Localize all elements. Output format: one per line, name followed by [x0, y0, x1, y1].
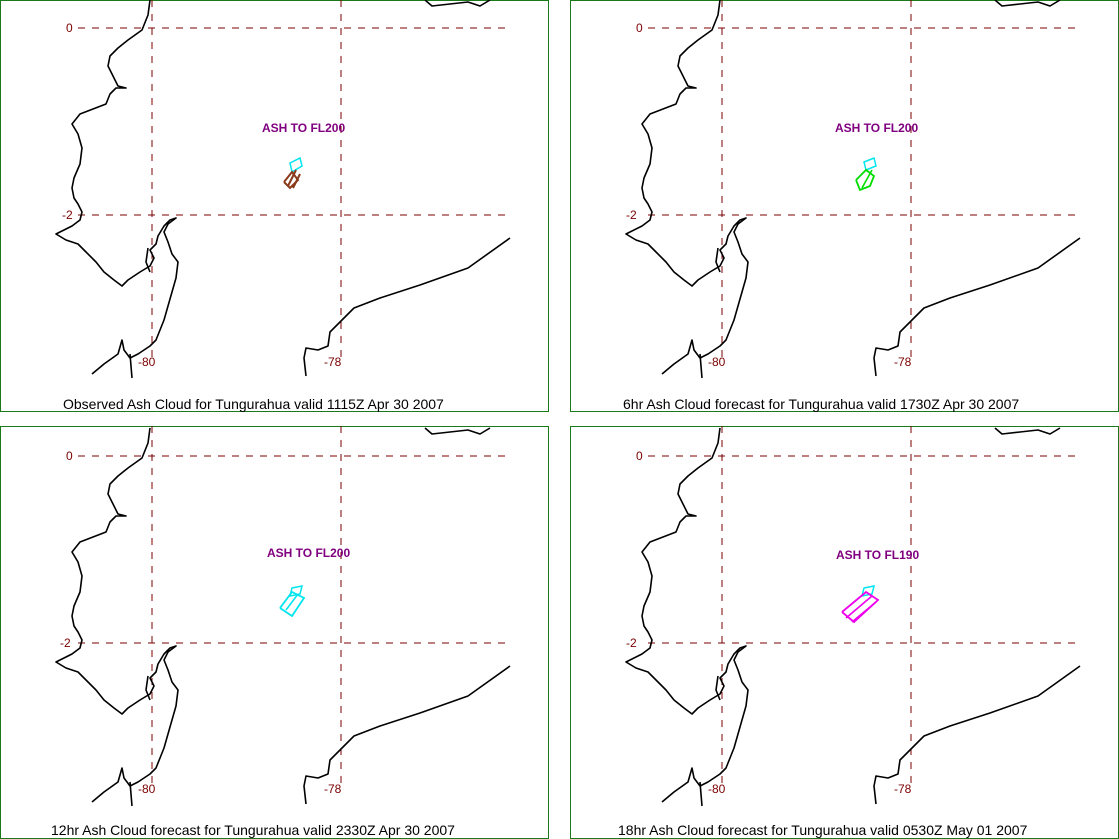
coastline — [55, 0, 511, 379]
map-canvas — [55, 0, 512, 379]
ash-height-label: ASH TO FL200 — [262, 121, 346, 135]
ash-cloud — [855, 156, 877, 192]
coastline — [625, 427, 1081, 807]
lon-tick-minus78: -78 — [324, 782, 342, 796]
lon-tick-minus78: -78 — [894, 782, 912, 796]
ash-height-label: ASH TO FL190 — [836, 548, 920, 562]
lat-tick-minus2: -2 — [626, 636, 637, 650]
ash-cloud — [283, 156, 303, 190]
lat-tick-minus2: -2 — [60, 636, 71, 650]
map-canvas — [625, 426, 1082, 807]
lon-tick-minus78: -78 — [894, 355, 912, 369]
panel-caption: 12hr Ash Cloud forecast for Tungurahua v… — [51, 822, 455, 838]
panel-caption: 18hr Ash Cloud forecast for Tungurahua v… — [618, 822, 1028, 838]
lon-tick-minus80: -80 — [708, 355, 726, 369]
gridlines — [78, 426, 512, 788]
lat-tick-0: 0 — [636, 21, 643, 35]
ash-cloud — [279, 585, 306, 618]
gridlines — [648, 0, 1082, 360]
panel-caption: Observed Ash Cloud for Tungurahua valid … — [63, 396, 444, 412]
ash-cloud-shape — [855, 168, 876, 192]
lon-tick-minus80: -80 — [138, 355, 156, 369]
ash-height-label: ASH TO FL200 — [835, 121, 919, 135]
map-panel-12hr: 0 -2 -80 -78 ASH TO FL200 12hr Ash Cloud… — [0, 426, 549, 839]
gridlines — [78, 0, 512, 360]
map-canvas — [625, 0, 1082, 379]
coastline — [625, 0, 1081, 379]
ash-cloud-shape — [279, 590, 306, 618]
lat-tick-0: 0 — [66, 21, 73, 35]
lon-tick-minus78: -78 — [324, 355, 342, 369]
gridlines — [648, 426, 1082, 788]
map-panel-observed: 0 -2 -80 -78 ASH TO FL200 Observed Ash C… — [0, 0, 549, 413]
ash-height-label: ASH TO FL200 — [267, 546, 351, 560]
lon-tick-minus80: -80 — [138, 782, 156, 796]
lat-tick-0: 0 — [636, 449, 643, 463]
ash-cloud — [841, 585, 880, 624]
lat-tick-minus2: -2 — [62, 208, 73, 222]
map-panel-18hr: 0 -2 -80 -78 ASH TO FL190 18hr Ash Cloud… — [570, 426, 1119, 839]
ash-cloud-shape — [841, 590, 880, 624]
lat-tick-minus2: -2 — [626, 208, 637, 222]
coastline — [55, 427, 511, 807]
map-canvas — [55, 426, 512, 807]
panel-caption: 6hr Ash Cloud forecast for Tungurahua va… — [623, 396, 1020, 412]
lon-tick-minus80: -80 — [708, 782, 726, 796]
lat-tick-0: 0 — [66, 449, 73, 463]
map-panel-6hr: 0 -2 -80 -78 ASH TO FL200 6hr Ash Cloud … — [570, 0, 1119, 413]
panel-border — [0, 0, 549, 412]
